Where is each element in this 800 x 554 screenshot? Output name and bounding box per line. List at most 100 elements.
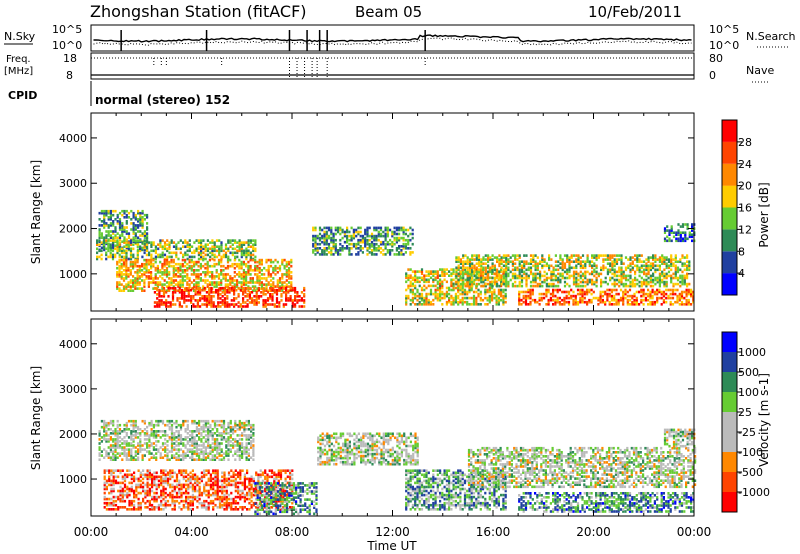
heatmap-cell: [126, 469, 129, 472]
heatmap-cell: [629, 284, 632, 288]
heatmap-cell: [373, 226, 376, 230]
heatmap-cell: [643, 270, 646, 274]
heatmap-cell: [143, 213, 146, 217]
heatmap-cell: [591, 254, 594, 257]
heatmap-cell: [204, 262, 207, 266]
heatmap-cell: [651, 300, 654, 304]
heatmap-cell: [177, 281, 180, 284]
heatmap-cell: [487, 282, 490, 286]
heatmap-cell: [141, 269, 144, 272]
heatmap-cell: [618, 268, 621, 272]
heatmap-cell: [502, 280, 505, 284]
heatmap-cell: [382, 240, 385, 244]
heatmap-cell: [669, 300, 672, 304]
heatmap-cell: [145, 245, 148, 248]
heatmap-cell: [243, 448, 246, 451]
heatmap-cell: [199, 262, 202, 266]
heatmap-cell: [132, 425, 135, 429]
heatmap-cell: [100, 454, 103, 457]
heatmap-cell: [321, 228, 324, 232]
heatmap-cell: [459, 262, 462, 265]
heatmap-cell: [559, 278, 562, 282]
heatmap-cell: [500, 284, 503, 288]
heatmap-cell: [175, 419, 178, 423]
station-title: Zhongshan Station (fitACF): [90, 2, 307, 21]
heatmap-cell: [226, 288, 229, 292]
heatmap-cell: [188, 260, 191, 264]
heatmap-cell: [457, 290, 460, 294]
heatmap-cell: [539, 284, 542, 288]
heatmap-cell: [150, 258, 153, 262]
heatmap-cell: [359, 238, 362, 242]
heatmap-cell: [112, 421, 115, 425]
heatmap-cell: [312, 226, 315, 230]
heatmap-cell: [622, 284, 625, 288]
heatmap-cell: [229, 251, 232, 255]
heatmap-cell: [645, 278, 648, 282]
heatmap-cell: [112, 479, 115, 483]
heatmap-cell: [168, 264, 171, 268]
heatmap-cell: [120, 277, 123, 280]
heatmap-cell: [681, 225, 685, 228]
heatmap-cell: [109, 448, 112, 451]
heatmap-cell: [330, 253, 333, 256]
heatmap-cell: [217, 258, 221, 262]
heatmap-cell: [114, 428, 117, 431]
heatmap-cell: [136, 239, 139, 242]
heatmap-cell: [136, 255, 139, 259]
heatmap-cell: [436, 298, 439, 302]
heatmap-cell: [250, 428, 253, 431]
heatmap-cell: [262, 288, 265, 292]
heatmap-cell: [656, 292, 659, 296]
heatmap-cell: [477, 303, 480, 306]
heatmap-cell: [116, 245, 119, 248]
heatmap-cell: [141, 224, 144, 227]
heatmap-cell: [599, 290, 602, 294]
heatmap-cell: [125, 454, 128, 457]
heatmap-cell: [227, 425, 230, 429]
heatmap-cell: [269, 279, 273, 282]
heatmap-cell: [127, 444, 131, 447]
heatmap-cell: [231, 281, 234, 284]
heatmap-cell: [208, 293, 211, 296]
heatmap-cell: [127, 269, 130, 272]
heatmap-cell: [100, 257, 103, 261]
heatmap-cell: [524, 303, 528, 306]
heatmap-cell: [215, 285, 218, 288]
heatmap-cell: [260, 260, 263, 264]
heatmap-cell: [152, 456, 155, 459]
heatmap-cell: [234, 419, 237, 423]
heatmap-cell: [666, 239, 669, 243]
heatmap-cell: [256, 273, 259, 276]
heatmap-cell: [563, 266, 567, 270]
heatmap-cell: [550, 276, 553, 280]
heatmap-cell: [175, 247, 178, 251]
heatmap-cell: [105, 241, 108, 244]
heatmap-cell: [265, 285, 268, 288]
heatmap-cell: [524, 294, 528, 298]
heatmap-cell: [595, 276, 598, 280]
heatmap-cell: [294, 295, 297, 298]
heatmap-cell: [198, 444, 201, 447]
heatmap-cell: [179, 428, 183, 431]
heatmap-cell: [439, 284, 442, 288]
heatmap-cell: [487, 274, 490, 278]
heatmap-cell: [177, 442, 180, 445]
heatmap-cell: [473, 268, 476, 272]
heatmap-cell: [688, 266, 691, 270]
heatmap-cell: [505, 270, 508, 274]
heatmap-cell: [215, 245, 219, 248]
heatmap-cell: [658, 266, 661, 270]
heatmap-cell: [258, 262, 261, 266]
heatmap-cell: [425, 280, 428, 284]
heatmap-cell: [581, 290, 584, 294]
heatmap-cell: [586, 288, 589, 292]
heatmap-cell: [105, 469, 108, 472]
heatmap-cell: [215, 275, 218, 278]
heatmap-cell: [121, 240, 124, 243]
heatmap-cell: [525, 268, 528, 272]
heatmap-cell: [375, 234, 378, 238]
heatmap-cell: [143, 271, 146, 274]
heatmap-cell: [195, 458, 198, 461]
heatmap-cell: [264, 293, 267, 296]
